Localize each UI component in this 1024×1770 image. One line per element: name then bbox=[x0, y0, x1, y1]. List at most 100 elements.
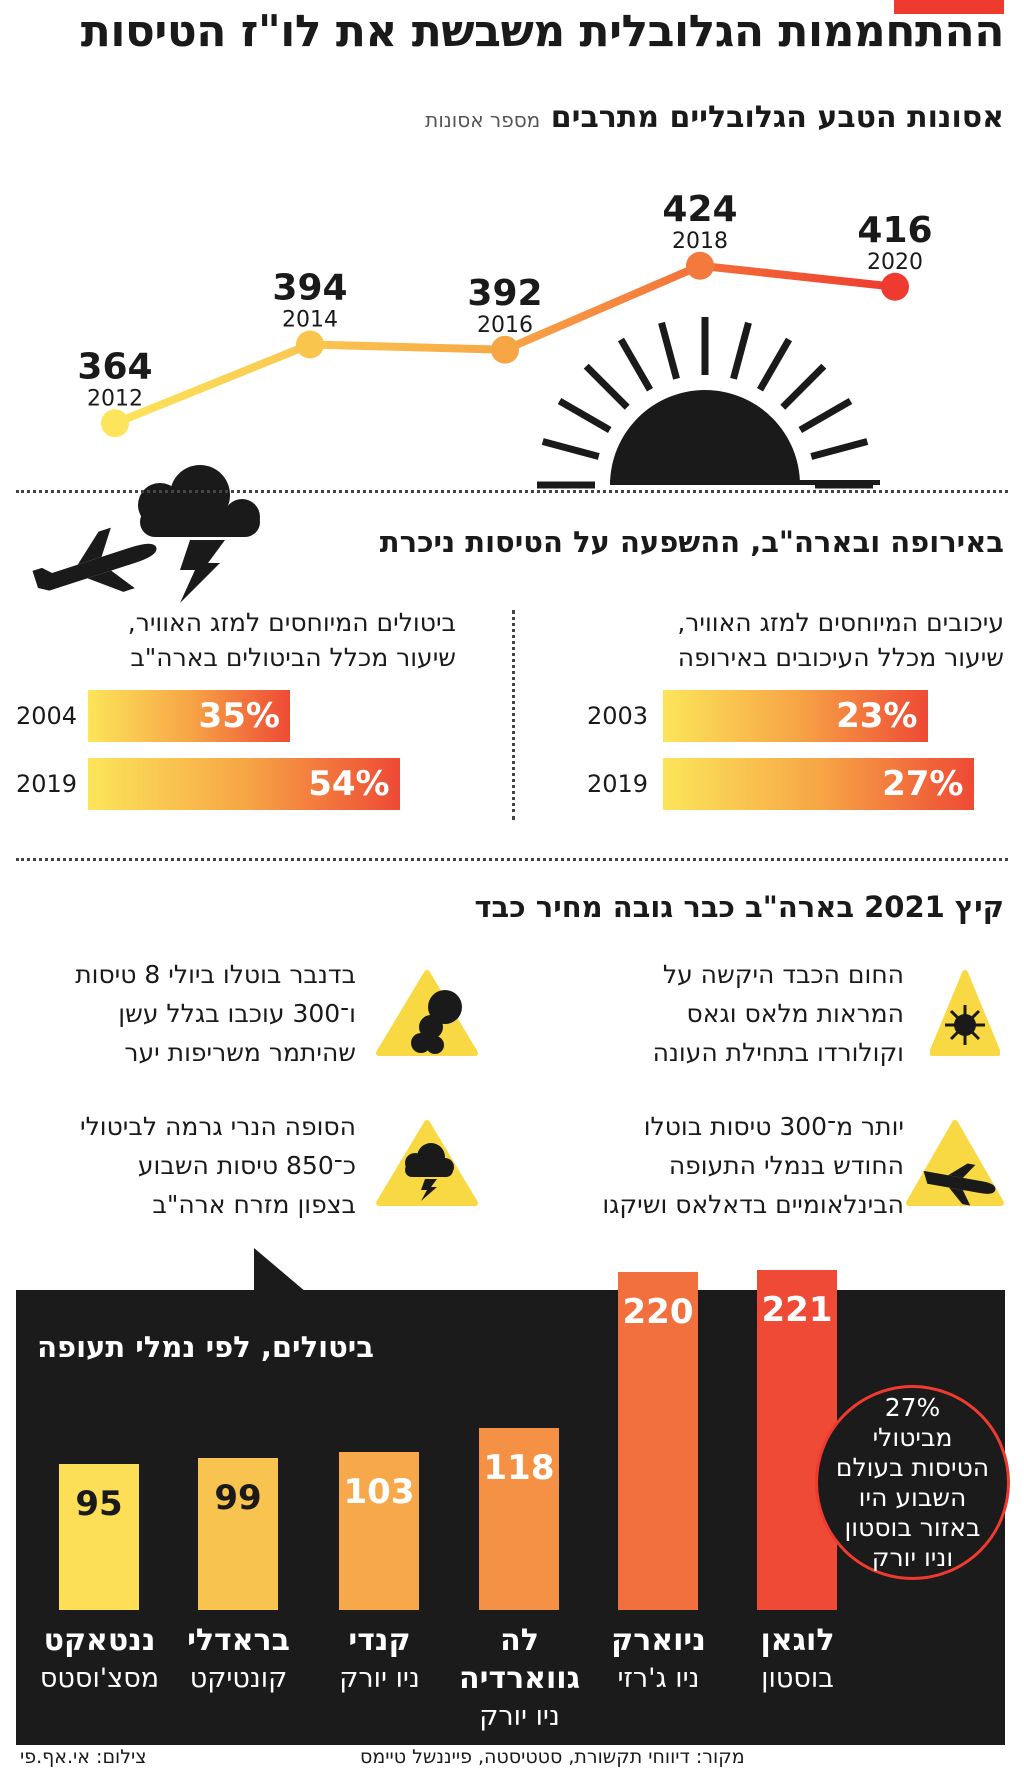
airport-label: לה גווארדיה ניו יורק bbox=[447, 1622, 592, 1736]
airport-label: ניוארק ניו ג'רזי bbox=[586, 1622, 731, 1698]
airport-name: בראדלי bbox=[187, 1623, 290, 1658]
smoke-icon bbox=[376, 970, 478, 1056]
summer-item-2: בדנבר בוטלו ביולי 8 טיסות ו־300 עוכבו בג… bbox=[16, 955, 356, 1072]
point-value-label: 364 bbox=[77, 346, 152, 387]
sun-ray bbox=[798, 397, 853, 434]
sun-ray bbox=[583, 363, 630, 410]
line-point bbox=[491, 335, 519, 364]
us-heading-line-2: שיעור מכלל הביטולים בארה"ב bbox=[130, 643, 456, 672]
airport-label: לוגאן בוסטון bbox=[725, 1622, 870, 1698]
point-year-label: 2014 bbox=[282, 308, 338, 333]
us-year-label: 2019 bbox=[16, 770, 78, 798]
europe-heading-line-1: עיכובים המיוחסים למזג האוויר, bbox=[677, 608, 1004, 637]
summer-item-4-line: הסופה הנרי גרמה לביטולי bbox=[79, 1112, 356, 1141]
us-heading-line-1: ביטולים המיוחסים למזג האוויר, bbox=[127, 608, 456, 637]
speech-pointer bbox=[254, 1248, 306, 1292]
summer-item-2-line: שהיתמר משריפות יער bbox=[124, 1038, 356, 1067]
us-heading: ביטולים המיוחסים למזג האוויר, שיעור מכלל… bbox=[16, 605, 456, 675]
airport-city: ניו יורק bbox=[479, 1701, 560, 1732]
airport-bar: 118 bbox=[479, 1428, 559, 1610]
airport-bar: 103 bbox=[339, 1451, 419, 1610]
point-year-label: 2016 bbox=[477, 313, 533, 338]
airplane-icon bbox=[906, 1120, 1004, 1206]
airport-city: ניו ג'רזי bbox=[617, 1663, 700, 1694]
europe-heading: עיכובים המיוחסים למזג האוויר, שיעור מכלל… bbox=[564, 605, 1004, 675]
us-year-label: 2004 bbox=[16, 702, 78, 730]
summer-item-4-line: כ־850 טיסות השבוע bbox=[137, 1151, 356, 1180]
line-point bbox=[296, 330, 324, 359]
airport-name: קנדי bbox=[348, 1623, 411, 1658]
europe-year-label: 2019 bbox=[587, 770, 649, 798]
point-value-label: 424 bbox=[662, 189, 737, 230]
airport-label: קנדי ניו יורק bbox=[307, 1622, 452, 1698]
sun-ray bbox=[617, 337, 654, 392]
summer-item-4: הסופה הנרי גרמה לביטולי כ־850 טיסות השבו… bbox=[16, 1107, 356, 1224]
sun-icon bbox=[930, 970, 1000, 1056]
summer-item-1-line: המראות מלאס וגאס bbox=[686, 999, 904, 1028]
callout-line: השבוע היו bbox=[858, 1482, 967, 1512]
us-percent-bar: 54% bbox=[88, 758, 400, 810]
airport-bar: 95 bbox=[59, 1463, 139, 1610]
airport-label: ננטאקט מסצ'וסטס bbox=[27, 1622, 172, 1698]
point-value-label: 416 bbox=[857, 210, 932, 251]
point-year-label: 2018 bbox=[672, 229, 728, 254]
cancellations-title: ביטולים, לפי נמלי תעופה bbox=[37, 1330, 374, 1364]
airport-label: בראדלי קונטיקט bbox=[166, 1622, 311, 1698]
impact-title: באירופה ובארה"ב, ההשפעה על הטיסות ניכרת bbox=[379, 525, 1004, 559]
horizon-line bbox=[610, 480, 880, 485]
airport-bar: 99 bbox=[198, 1457, 278, 1610]
airport-name: לה גווארדיה bbox=[459, 1623, 580, 1696]
disasters-heading: אסונות הטבע הגלובליים מתרבים מספר אסונות bbox=[425, 100, 1004, 135]
line-point bbox=[881, 272, 909, 301]
divider-2 bbox=[16, 858, 1008, 861]
airport-city: בוסטון bbox=[761, 1663, 834, 1694]
summer-item-3-line: הבינלאומיים בדאלאס ושיקגו bbox=[602, 1190, 904, 1219]
photo-credit: צילום: אי.אף.פי bbox=[20, 1746, 147, 1768]
summer-item-2-line: ו־300 עוכבו בגלל עשן bbox=[118, 999, 356, 1028]
airplane-icon bbox=[32, 527, 157, 592]
summer-title: קיץ 2021 בארה"ב כבר גובה מחיר כבד bbox=[474, 890, 1004, 924]
point-value-label: 392 bbox=[467, 273, 542, 314]
line-point bbox=[101, 409, 129, 438]
cloud-icon bbox=[138, 465, 260, 537]
summer-item-3: יותר מ־300 טיסות בוטלו החודש בנמלי התעופ… bbox=[554, 1107, 904, 1224]
summer-item-1-line: החום הכבד היקשה על bbox=[662, 960, 904, 989]
airport-name: לוגאן bbox=[760, 1623, 835, 1658]
airport-city: קונטיקט bbox=[189, 1663, 288, 1694]
airport-name: ננטאקט bbox=[43, 1623, 156, 1658]
point-year-label: 2020 bbox=[867, 250, 923, 275]
sun-ray bbox=[810, 438, 869, 460]
callout-line: באזור בוסטון bbox=[844, 1512, 981, 1542]
disasters-title: אסונות הטבע הגלובליים מתרבים bbox=[550, 100, 1004, 135]
sun-rays-icon bbox=[537, 317, 880, 489]
summer-item-1-line: וקולורדו בתחילת העונה bbox=[652, 1038, 904, 1067]
callout-line: 27% bbox=[884, 1392, 941, 1422]
europe-percent-bar: 23% bbox=[663, 690, 928, 742]
callout-circle: 27% מביטולי הטיסות בעולם השבוע היו באזור… bbox=[815, 1385, 1010, 1580]
airport-name: ניוארק bbox=[611, 1623, 706, 1658]
column-divider bbox=[512, 610, 515, 820]
point-value-label: 394 bbox=[272, 268, 347, 309]
europe-year-label: 2003 bbox=[587, 702, 649, 730]
divider-1 bbox=[16, 490, 1008, 493]
sun-ray bbox=[557, 397, 612, 434]
callout-line: וניו יורק bbox=[871, 1542, 954, 1572]
airport-city: ניו יורק bbox=[339, 1663, 420, 1694]
lightning-icon bbox=[180, 540, 225, 603]
summer-item-1: החום הכבד היקשה על המראות מלאס וגאס וקול… bbox=[554, 955, 904, 1072]
accent-bar bbox=[894, 0, 1004, 14]
airport-bar: 220 bbox=[618, 1271, 698, 1610]
europe-percent-bar: 27% bbox=[663, 758, 974, 810]
summer-item-2-line: בדנבר בוטלו ביולי 8 טיסות bbox=[75, 960, 356, 989]
point-year-label: 2012 bbox=[87, 386, 143, 411]
source-credit: מקור: דיווחי תקשורת, סטטיסטה, פייננשל טי… bbox=[360, 1746, 745, 1768]
airport-city: מסצ'וסטס bbox=[39, 1663, 160, 1694]
page-title: ההתחממות הגלובלית משבשת את לו"ז הטיסות bbox=[80, 6, 1005, 57]
summer-item-3-line: החודש בנמלי התעופה bbox=[668, 1151, 904, 1180]
summer-item-4-line: בצפון מזרח ארה"ב bbox=[152, 1190, 356, 1219]
sun-ray bbox=[658, 321, 680, 380]
us-percent-bar: 35% bbox=[88, 690, 290, 742]
sun-ray bbox=[541, 438, 600, 460]
callout-line: הטיסות בעולם bbox=[835, 1452, 990, 1482]
